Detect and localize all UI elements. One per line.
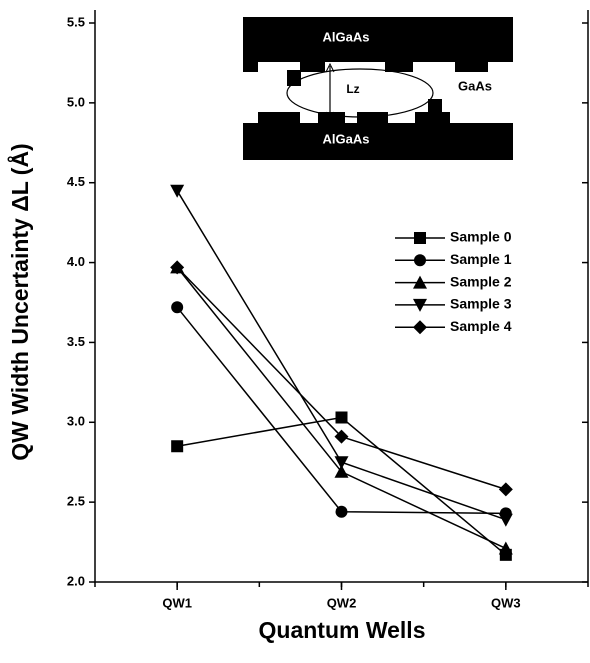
x-tick-label: QW3 (491, 595, 521, 610)
x-tick-label: QW2 (327, 595, 357, 610)
inset-diagram: AlGaAs AlGaAs GaAs Lz (243, 17, 513, 160)
series-line (176, 306, 506, 515)
well-outline (286, 68, 434, 118)
y-tick-label: 2.0 (67, 573, 85, 588)
y-tick-label: 5.5 (67, 14, 85, 29)
y-tick-label: 4.5 (67, 174, 85, 189)
x-tick-label: QW1 (162, 595, 192, 610)
top-layer (243, 17, 513, 72)
y-tick-label: 4.0 (67, 254, 85, 269)
marker (170, 184, 185, 198)
legend-label: Sample 2 (450, 273, 512, 289)
inset-label: Lz (346, 82, 359, 96)
marker (171, 440, 184, 453)
inset-label: AlGaAs (323, 131, 370, 146)
marker (335, 505, 348, 518)
marker (335, 411, 348, 424)
marker (171, 301, 184, 314)
legend-label: Sample 3 (450, 296, 512, 312)
marker (170, 260, 185, 275)
marker (498, 513, 513, 527)
y-tick-label: 2.5 (67, 494, 85, 509)
y-tick-label: 5.0 (67, 94, 85, 109)
inset-label: AlGaAs (323, 29, 370, 44)
inset-label: GaAs (458, 78, 492, 93)
legend-marker (413, 320, 427, 335)
legend-label: Sample 1 (450, 251, 512, 267)
marker (334, 456, 349, 470)
block (287, 70, 301, 86)
legend-label: Sample 0 (450, 229, 512, 245)
legend-label: Sample 4 (450, 318, 512, 334)
marker (334, 464, 349, 478)
legend-marker (414, 254, 426, 267)
legend-marker (413, 298, 427, 312)
y-tick-label: 3.5 (67, 334, 85, 349)
bottom-layer (243, 112, 513, 160)
marker (498, 482, 513, 497)
x-axis-title: Quantum Wells (259, 617, 426, 643)
marker (334, 429, 349, 444)
legend-marker (414, 232, 426, 244)
y-tick-label: 3.0 (67, 414, 85, 429)
legend-marker (413, 275, 427, 289)
block (428, 99, 442, 113)
y-axis-title: QW Width Uncertainty ΔL (Å) (6, 143, 33, 460)
marker (498, 541, 513, 555)
axis-frame (94, 10, 589, 583)
arrow-head (325, 62, 335, 122)
